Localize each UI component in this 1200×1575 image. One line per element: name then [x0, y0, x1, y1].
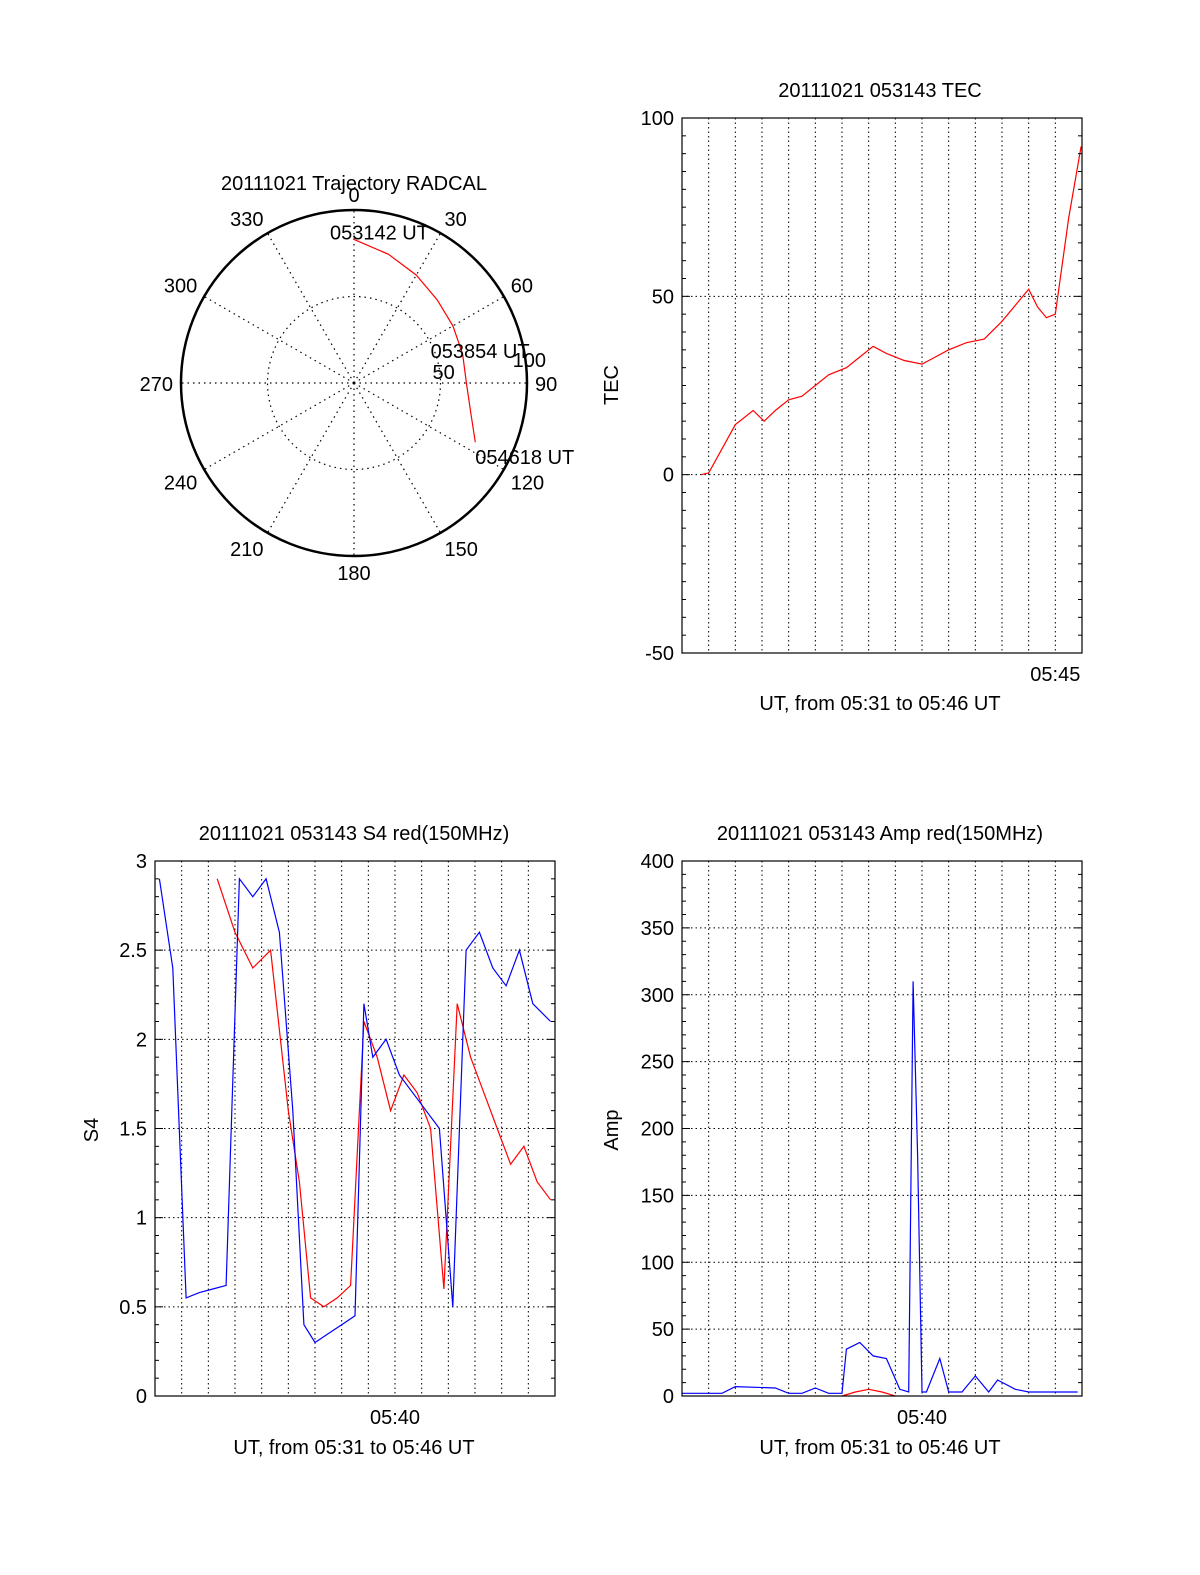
s4-axes: 0 0.5 1 1.5 2 2.5 3 05:40: [119, 851, 556, 1429]
y-tick-label: 350: [641, 918, 674, 940]
s4-series: [158, 877, 552, 1344]
y-tick-label: 0: [663, 1386, 674, 1408]
polar-trajectory: [353, 238, 476, 443]
polar-radius-label: 50: [433, 362, 455, 384]
trajectory-time-label: 053142 UT: [330, 222, 429, 244]
plot-frame: [681, 860, 1083, 1397]
y-tick-label: 0: [663, 465, 674, 487]
y-tick-label: 3: [136, 851, 147, 873]
tec-panel: 20111021 053143 TEC UT, from 05:31 to 05…: [601, 80, 1083, 715]
tec-axes: -50 0 50 100 05:45: [641, 108, 1083, 686]
y-tick-label: 150: [641, 1185, 674, 1207]
tec-series: [700, 146, 1082, 476]
amp-panel: 20111021 053143 Amp red(150MHz) UT, from…: [601, 823, 1083, 1459]
x-axis-label-tec: UT, from 05:31 to 05:46 UT: [759, 693, 1000, 715]
series-line: [216, 878, 552, 1308]
trajectory-polar-panel: 20111021 Trajectory RADCAL 0 30 60 90 120 150…: [140, 173, 575, 585]
trajectory-line: [353, 238, 476, 443]
y-tick-label: 1.5: [119, 1119, 147, 1141]
s4-panel: 20111021 053143 S4 red(150MHz) UT, from …: [81, 823, 556, 1459]
plot-frame: [681, 117, 1083, 654]
y-tick-label: 300: [641, 985, 674, 1007]
polar-gridline-spoke: [203, 382, 355, 471]
y-tick-label: 2.5: [119, 940, 147, 962]
chart-title-s4: 20111021 053143 S4 red(150MHz): [199, 823, 510, 845]
x-tick-label: 05:40: [370, 1407, 420, 1429]
polar-azimuth-label: 240: [164, 473, 197, 495]
x-axis-label-amp: UT, from 05:31 to 05:46 UT: [759, 1437, 1000, 1459]
x-axis-label-s4: UT, from 05:31 to 05:46 UT: [233, 1437, 474, 1459]
polar-gridline-spoke: [353, 295, 505, 384]
polar-gridline-spoke: [353, 232, 442, 384]
y-tick-label: 0: [136, 1386, 147, 1408]
polar-radius-label: 100: [513, 350, 546, 372]
polar-gridline-spoke: [266, 232, 355, 384]
polar-azimuth-label: 300: [164, 276, 197, 298]
polar-azimuth-label: 30: [445, 209, 467, 231]
y-tick-label: 250: [641, 1052, 674, 1074]
polar-gridline-circle: [266, 295, 442, 471]
trajectory-time-label: 054618 UT: [475, 447, 574, 469]
y-tick-label: 200: [641, 1119, 674, 1141]
y-tick-label: 1: [136, 1208, 147, 1230]
y-axis-label-tec: TEC: [601, 365, 623, 405]
chart-title-trajectory: 20111021 Trajectory RADCAL: [221, 173, 487, 195]
x-tick-label: 05:45: [1030, 664, 1080, 686]
chart-title-tec: 20111021 053143 TEC: [778, 80, 982, 102]
polar-gridline-spoke: [353, 382, 442, 534]
amp-series: [682, 981, 1078, 1397]
chart-title-amp: 20111021 053143 Amp red(150MHz): [717, 823, 1043, 845]
polar-azimuth-label: 330: [230, 209, 263, 231]
x-tick-label: 05:40: [897, 1407, 947, 1429]
polar-outer-circle: [179, 208, 529, 558]
y-tick-label: 50: [652, 1319, 674, 1341]
polar-azimuth-label: 180: [337, 563, 370, 585]
trajectory-time-label: 053854 UT: [431, 341, 530, 363]
s4-grid: [154, 860, 556, 1397]
y-tick-label: 100: [641, 1252, 674, 1274]
tec-grid: [681, 117, 1083, 654]
y-tick-label: 100: [641, 108, 674, 130]
y-axis-label-amp: Amp: [601, 1109, 623, 1150]
polar-grid: [179, 208, 529, 558]
series-line: [700, 146, 1082, 476]
polar-labels: 0 30 60 90 120 150 180 210 240 270 300 330 50 100 0531…: [140, 185, 575, 585]
series-line: [158, 877, 552, 1344]
polar-azimuth-label: 60: [511, 276, 533, 298]
polar-azimuth-label: 270: [140, 374, 173, 396]
y-tick-label: 400: [641, 851, 674, 873]
polar-gridline-spoke: [266, 382, 355, 534]
amp-grid: [681, 860, 1083, 1397]
y-axis-label-s4: S4: [81, 1118, 103, 1142]
polar-gridline-spoke: [203, 295, 355, 384]
polar-azimuth-label: 120: [511, 473, 544, 495]
series-line: [682, 981, 1078, 1394]
y-tick-label: 0.5: [119, 1297, 147, 1319]
y-tick-label: -50: [645, 643, 674, 665]
y-tick-label: 2: [136, 1029, 147, 1051]
plot-frame: [154, 860, 556, 1397]
polar-azimuth-label: 150: [445, 539, 478, 561]
amp-axes: 0 50 100 150 200 250 300 350 400 05:40: [641, 851, 1083, 1429]
polar-azimuth-label: 0: [348, 185, 359, 207]
y-tick-label: 50: [652, 286, 674, 308]
polar-azimuth-label: 210: [230, 539, 263, 561]
polar-gridline-spoke: [353, 382, 505, 471]
series-line: [841, 1388, 896, 1397]
polar-azimuth-label: 90: [535, 374, 557, 396]
